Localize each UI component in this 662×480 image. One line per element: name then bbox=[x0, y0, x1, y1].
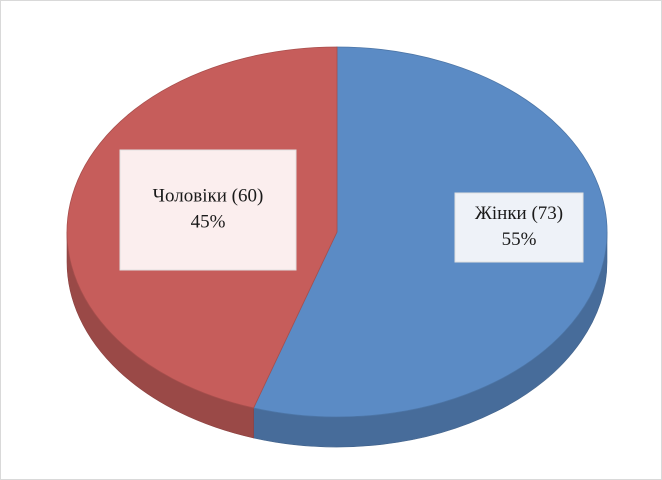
data-label-value: 45% bbox=[191, 211, 226, 232]
data-label-box bbox=[454, 192, 584, 263]
data-label-category: Чоловіки (60) bbox=[153, 185, 264, 206]
data-label-category: Жінки (73) bbox=[475, 203, 563, 224]
data-label-value: 55% bbox=[502, 229, 537, 250]
data-label-box bbox=[119, 149, 297, 271]
pie-slice bbox=[252, 46, 608, 418]
